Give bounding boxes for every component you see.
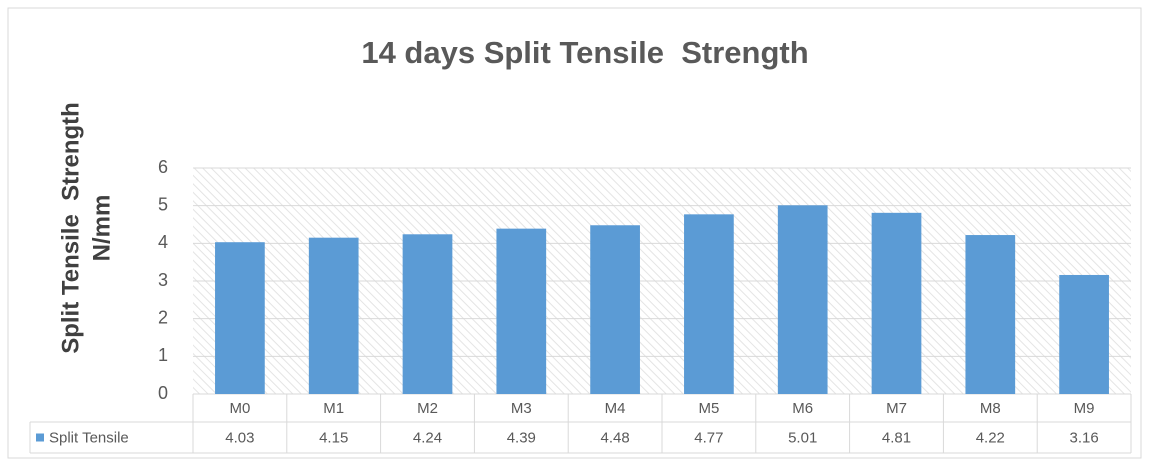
table-value: 4.03 xyxy=(225,429,254,446)
bar xyxy=(215,242,265,394)
bar xyxy=(590,225,640,394)
bar xyxy=(402,234,453,394)
bar xyxy=(308,237,359,394)
legend-label: Split Tensile xyxy=(49,429,129,446)
x-tick-label: M1 xyxy=(323,400,344,417)
x-tick-label: M6 xyxy=(792,400,813,417)
bar xyxy=(871,212,922,394)
x-tick-label: M4 xyxy=(605,400,626,417)
y-tick-label: 3 xyxy=(158,270,168,290)
bar xyxy=(1059,274,1109,394)
chart-title: 14 days Split Tensile Strength xyxy=(361,35,808,70)
y-axis-label: N/mm xyxy=(88,195,115,262)
x-tick-label: M2 xyxy=(417,400,438,417)
y-tick-label: 1 xyxy=(158,345,168,365)
y-tick-label: 0 xyxy=(158,383,168,403)
bar xyxy=(684,214,734,394)
y-tick-label: 4 xyxy=(158,232,168,252)
x-tick-label: M8 xyxy=(980,400,1001,417)
table-value: 4.39 xyxy=(507,429,536,446)
x-tick-label: M5 xyxy=(698,400,719,417)
table-value: 5.01 xyxy=(788,429,817,446)
x-tick-label: M7 xyxy=(886,400,907,417)
y-tick-label: 5 xyxy=(158,194,168,214)
bar xyxy=(777,205,828,394)
table-value: 4.77 xyxy=(694,429,723,446)
x-tick-label: M0 xyxy=(229,400,250,417)
y-axis-label: Split Tensile Strength xyxy=(57,102,84,354)
bar xyxy=(965,235,1016,394)
y-tick-label: 6 xyxy=(158,157,168,177)
table-value: 3.16 xyxy=(1069,429,1098,446)
table-value: 4.22 xyxy=(976,429,1005,446)
table-value: 4.81 xyxy=(882,429,911,446)
x-tick-label: M9 xyxy=(1074,400,1095,417)
table-value: 4.48 xyxy=(600,429,629,446)
legend-swatch xyxy=(36,433,44,442)
table-value: 4.15 xyxy=(319,429,348,446)
table-value: 4.24 xyxy=(413,429,442,446)
chart-border xyxy=(7,7,1142,459)
bar xyxy=(496,228,547,394)
x-tick-label: M3 xyxy=(511,400,532,417)
y-tick-label: 2 xyxy=(158,307,168,327)
